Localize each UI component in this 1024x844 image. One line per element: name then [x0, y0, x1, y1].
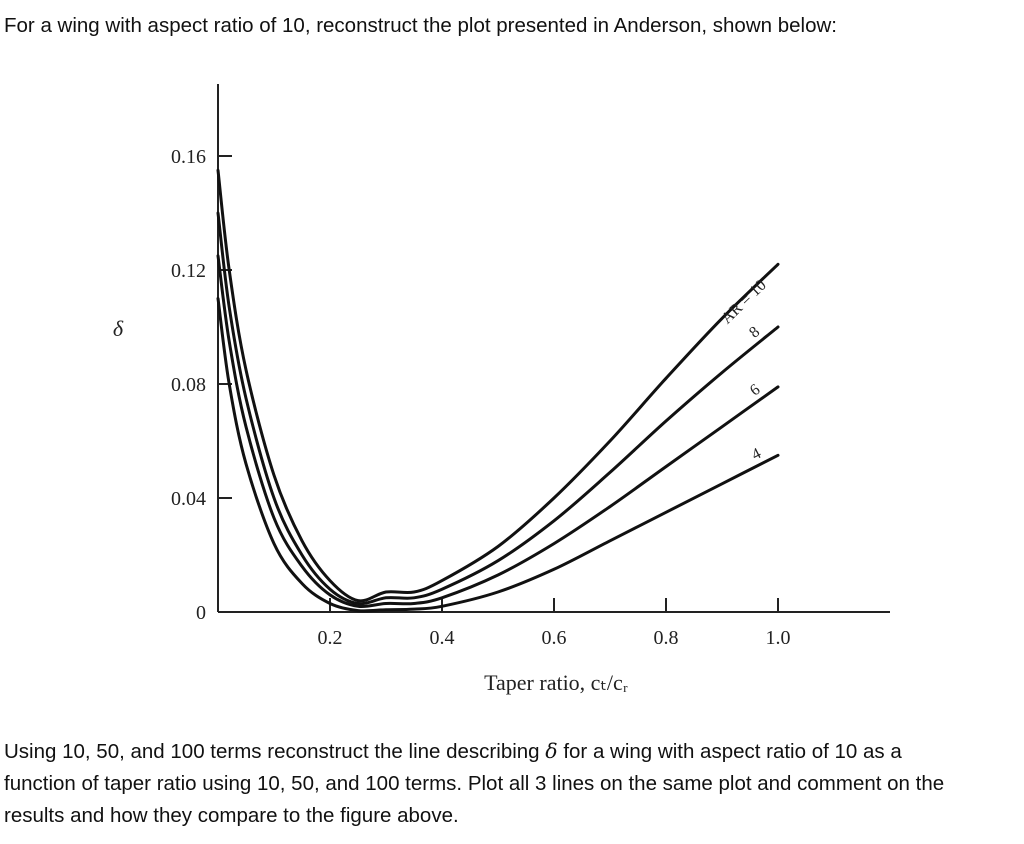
- y-tick-label-1: 0.04: [171, 488, 206, 510]
- series-line-0: [216, 168, 780, 603]
- delta-symbol: δ: [545, 739, 558, 763]
- x-tick-label-1: 0.4: [430, 627, 455, 649]
- x-tick-label-2: 0.6: [542, 627, 567, 649]
- y-tick-label-2: 0.08: [171, 374, 206, 396]
- series-line-3: [216, 297, 780, 613]
- x-tick-label-0: 0.2: [318, 627, 343, 649]
- x-axis-title: Taper ratio, cₜ/cᵣ: [484, 670, 628, 695]
- series-line-1: [216, 211, 780, 606]
- question-line-2: function of taper ratio using 10, 50, an…: [4, 772, 945, 795]
- x-tick-label-3: 0.8: [654, 627, 679, 649]
- y-tick-label-4: 0.16: [171, 146, 206, 168]
- question-line-1: Using 10, 50, and 100 terms reconstruct …: [4, 739, 902, 763]
- question-line-1-start: Using 10, 50, and 100 terms reconstruct …: [4, 740, 546, 763]
- curve-label-2: 6: [747, 381, 763, 399]
- y-tick-label-3: 0.12: [171, 260, 206, 282]
- intro-text: For a wing with aspect ratio of 10, reco…: [4, 14, 837, 37]
- question-text: Using 10, 50, and 100 terms reconstruct …: [4, 735, 944, 832]
- curve-label-1: 8: [746, 323, 763, 341]
- question-line-1-end: for a wing with aspect ratio of 10 as a: [557, 740, 902, 763]
- x-tick-label-4: 1.0: [766, 627, 791, 649]
- curve-label-3: 4: [749, 445, 764, 464]
- series-line-2: [216, 254, 780, 609]
- y-axis-title: δ: [113, 316, 124, 341]
- y-tick-label-0: 0: [196, 602, 206, 624]
- chart-axes: [217, 84, 890, 613]
- taper-ratio-chart: 0 0.04 0.08 0.12 0.16 0.2 0.4 0.6 0.8 1.0 AR = 10…: [113, 84, 890, 695]
- curve-label-0: AR = 10: [718, 277, 770, 328]
- chart-tick-labels: 0 0.04 0.08 0.12 0.16 0.2 0.4 0.6 0.8 1.0: [171, 146, 791, 649]
- question-line-3: results and how they compare to the figu…: [4, 804, 459, 827]
- chart-curves: [216, 168, 780, 613]
